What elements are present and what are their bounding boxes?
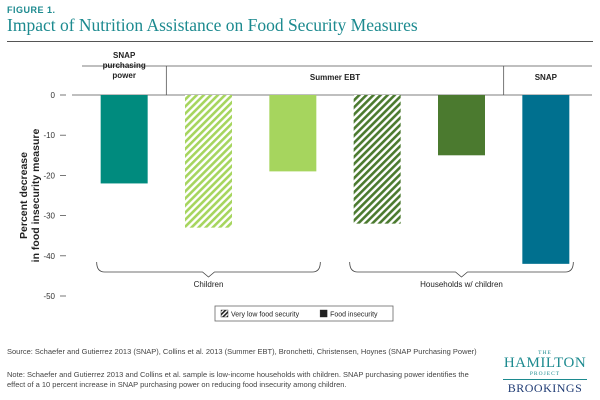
bar-2 <box>185 95 232 228</box>
logo-divider <box>503 379 587 380</box>
chart-title: Impact of Nutrition Assistance on Food S… <box>7 15 418 35</box>
y-tick-label: 0 <box>51 91 56 100</box>
group-brace <box>96 261 321 278</box>
y-tick-label: -40 <box>43 252 55 261</box>
logo-project-text: PROJECT <box>529 371 561 377</box>
top-group-label: SNAP purchasing power <box>103 51 146 80</box>
y-tick-label: -30 <box>43 212 55 221</box>
y-axis-label: Percent decreasein food insecurity measu… <box>18 129 42 263</box>
methodology-note: Note: Schaefer and Gutierrez 2013 and Co… <box>7 370 469 389</box>
bar-6 <box>522 95 570 264</box>
figure-label: FIGURE 1. <box>7 5 56 15</box>
y-tick-label: -20 <box>43 171 55 180</box>
legend-label: Very low food security <box>231 312 300 319</box>
bar-1 <box>100 95 148 184</box>
brand-logo: THE HAMILTON PROJECT BROOKINGS <box>499 350 591 394</box>
legend-label: Food insecurity <box>330 312 378 319</box>
y-tick-label: -50 <box>43 292 55 301</box>
logo-the-text: THE <box>538 350 552 356</box>
bottom-group-label: Children <box>194 280 224 289</box>
top-group-label: Summer EBT <box>310 73 360 82</box>
legend-swatch <box>220 309 229 318</box>
legend-box <box>214 305 394 322</box>
source-note: Source: Schaefer and Gutierrez 2013 (SNA… <box>7 347 477 356</box>
bottom-group-label: Households w/ children <box>420 280 503 289</box>
bar-4 <box>353 95 401 224</box>
logo-hamilton-text: HAMILTON <box>503 355 587 371</box>
y-tick-label: -10 <box>43 131 55 140</box>
bar-5 <box>438 95 485 156</box>
title-divider <box>7 41 593 42</box>
logo-brookings-text: BROOKINGS <box>507 381 583 395</box>
bar-3 <box>269 95 317 172</box>
bar-chart: 0 -10 -20 -30 -40 -50 Percent decreasein food … <box>18 51 592 322</box>
group-brace <box>349 261 574 278</box>
legend-swatch <box>319 309 328 318</box>
top-group-label: SNAP <box>535 73 558 82</box>
